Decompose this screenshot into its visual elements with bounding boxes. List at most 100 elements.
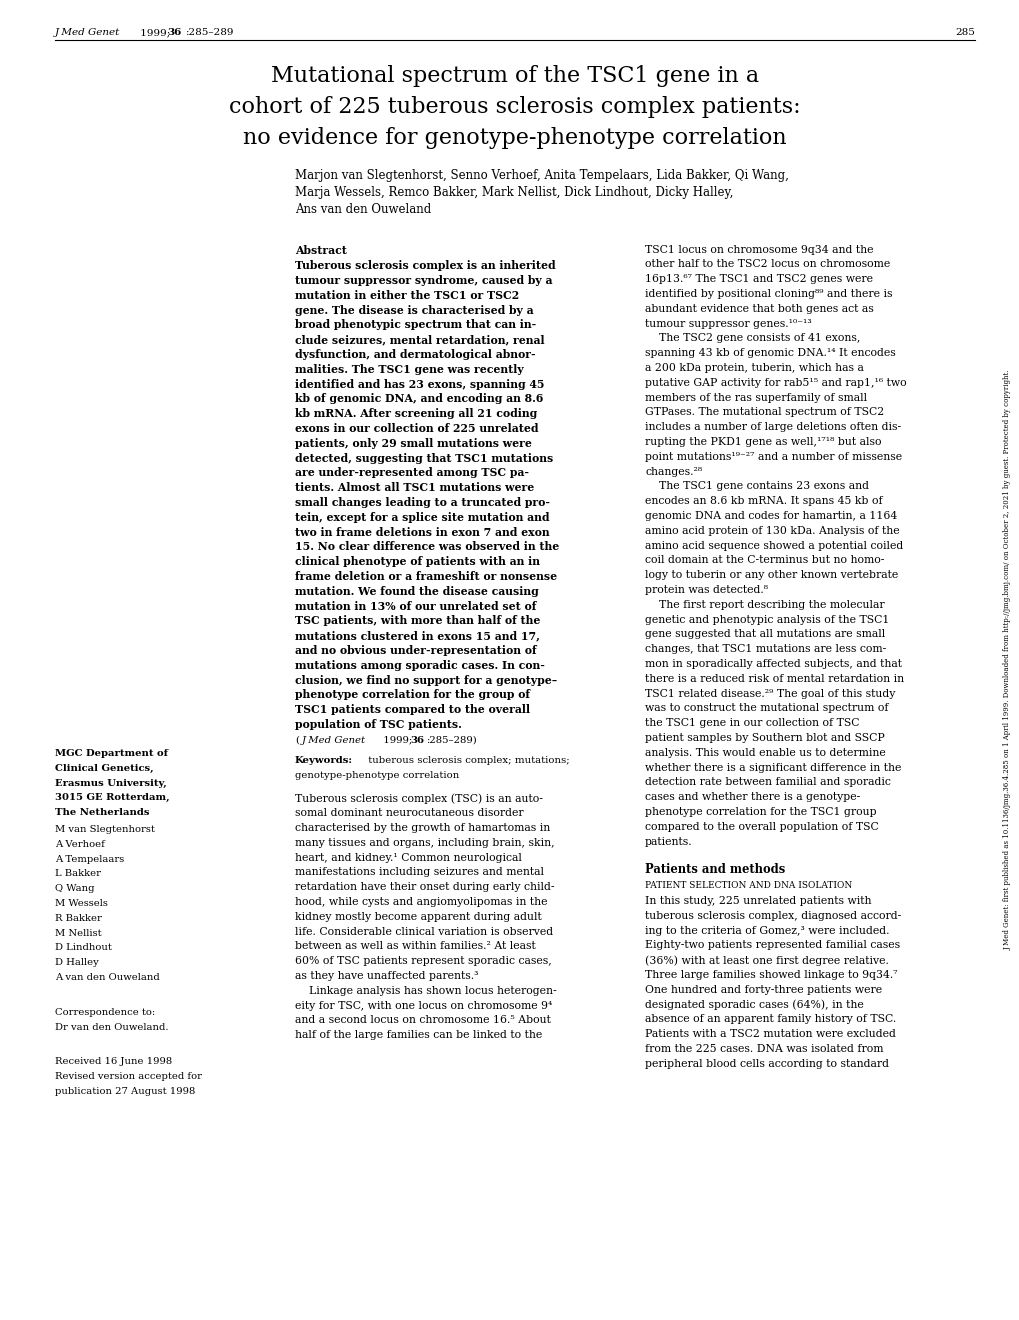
- Text: kb mRNA. After screening all 21 coding: kb mRNA. After screening all 21 coding: [294, 408, 537, 420]
- Text: from the 225 cases. DNA was isolated from: from the 225 cases. DNA was isolated fro…: [644, 1044, 882, 1053]
- Text: kidney mostly become apparent during adult: kidney mostly become apparent during adu…: [294, 912, 541, 921]
- Text: whether there is a significant difference in the: whether there is a significant differenc…: [644, 763, 901, 772]
- Text: Revised version accepted for: Revised version accepted for: [55, 1072, 202, 1081]
- Text: :285–289: :285–289: [185, 28, 234, 37]
- Text: 1999;: 1999;: [380, 735, 412, 744]
- Text: 60% of TSC patients represent sporadic cases,: 60% of TSC patients represent sporadic c…: [294, 956, 551, 966]
- Text: A Verhoef: A Verhoef: [55, 840, 105, 849]
- Text: TSC patients, with more than half of the: TSC patients, with more than half of the: [294, 615, 540, 626]
- Text: In this study, 225 unrelated patients with: In this study, 225 unrelated patients wi…: [644, 896, 870, 906]
- Text: characterised by the growth of hamartomas in: characterised by the growth of hamartoma…: [294, 824, 549, 833]
- Text: The first report describing the molecular: The first report describing the molecula…: [644, 599, 883, 610]
- Text: amino acid protein of 130 kDa. Analysis of the: amino acid protein of 130 kDa. Analysis …: [644, 525, 899, 536]
- Text: detection rate between familial and sporadic: detection rate between familial and spor…: [644, 777, 890, 788]
- Text: designated sporadic cases (64%), in the: designated sporadic cases (64%), in the: [644, 999, 863, 1010]
- Text: 285: 285: [954, 28, 974, 37]
- Text: (36%) with at least one first degree relative.: (36%) with at least one first degree rel…: [644, 956, 888, 966]
- Text: compared to the overall population of TSC: compared to the overall population of TS…: [644, 822, 878, 832]
- Text: L Bakker: L Bakker: [55, 870, 101, 878]
- Text: Correspondence to:: Correspondence to:: [55, 1008, 155, 1016]
- Text: no evidence for genotype-phenotype correlation: no evidence for genotype-phenotype corre…: [243, 127, 786, 149]
- Text: J Med Genet: first published as 10.1136/jmg.36.4.285 on 1 April 1999. Downloaded: J Med Genet: first published as 10.1136/…: [1003, 370, 1011, 950]
- Text: 1999;: 1999;: [137, 28, 170, 37]
- Text: patients.: patients.: [644, 837, 692, 846]
- Text: are under-represented among TSC pa-: are under-represented among TSC pa-: [294, 467, 529, 478]
- Text: Eighty-two patients represented familial cases: Eighty-two patients represented familial…: [644, 940, 899, 950]
- Text: TSC1 locus on chromosome 9q34 and the: TSC1 locus on chromosome 9q34 and the: [644, 244, 872, 255]
- Text: other half to the TSC2 locus on chromosome: other half to the TSC2 locus on chromoso…: [644, 260, 890, 269]
- Text: phenotype correlation for the group of: phenotype correlation for the group of: [294, 689, 530, 701]
- Text: patients, only 29 small mutations were: patients, only 29 small mutations were: [294, 438, 531, 449]
- Text: phenotype correlation for the TSC1 group: phenotype correlation for the TSC1 group: [644, 807, 875, 817]
- Text: Erasmus University,: Erasmus University,: [55, 779, 166, 788]
- Text: kb of genomic DNA, and encoding an 8.6: kb of genomic DNA, and encoding an 8.6: [294, 393, 543, 404]
- Text: includes a number of large deletions often dis-: includes a number of large deletions oft…: [644, 422, 900, 432]
- Text: Tuberous sclerosis complex (TSC) is an auto-: Tuberous sclerosis complex (TSC) is an a…: [294, 793, 542, 804]
- Text: A van den Ouweland: A van den Ouweland: [55, 973, 160, 982]
- Text: TSC1 related disease.²⁹ The goal of this study: TSC1 related disease.²⁹ The goal of this…: [644, 689, 895, 698]
- Text: genetic and phenotypic analysis of the TSC1: genetic and phenotypic analysis of the T…: [644, 615, 889, 624]
- Text: Received 16 June 1998: Received 16 June 1998: [55, 1057, 172, 1067]
- Text: clude seizures, mental retardation, renal: clude seizures, mental retardation, rena…: [294, 334, 544, 345]
- Text: tients. Almost all TSC1 mutations were: tients. Almost all TSC1 mutations were: [294, 482, 534, 494]
- Text: R Bakker: R Bakker: [55, 913, 102, 923]
- Text: M Nellist: M Nellist: [55, 929, 102, 937]
- Text: cases and whether there is a genotype-: cases and whether there is a genotype-: [644, 792, 859, 803]
- Text: eity for TSC, with one locus on chromosome 9⁴: eity for TSC, with one locus on chromoso…: [294, 1001, 551, 1011]
- Text: D Lindhout: D Lindhout: [55, 944, 112, 953]
- Text: life. Considerable clinical variation is observed: life. Considerable clinical variation is…: [294, 927, 552, 937]
- Text: manifestations including seizures and mental: manifestations including seizures and me…: [294, 867, 543, 878]
- Text: hood, while cysts and angiomyolipomas in the: hood, while cysts and angiomyolipomas in…: [294, 898, 547, 907]
- Text: mutations among sporadic cases. In con-: mutations among sporadic cases. In con-: [294, 660, 544, 671]
- Text: tuberous sclerosis complex; mutations;: tuberous sclerosis complex; mutations;: [365, 756, 570, 766]
- Text: tumour suppressor syndrome, caused by a: tumour suppressor syndrome, caused by a: [294, 275, 552, 286]
- Text: putative GAP activity for rab5¹⁵ and rap1,¹⁶ two: putative GAP activity for rab5¹⁵ and rap…: [644, 378, 906, 388]
- Text: coil domain at the C-terminus but no homo-: coil domain at the C-terminus but no hom…: [644, 556, 883, 565]
- Text: Keywords:: Keywords:: [294, 756, 353, 766]
- Text: ing to the criteria of Gomez,³ were included.: ing to the criteria of Gomez,³ were incl…: [644, 925, 889, 936]
- Text: encodes an 8.6 kb mRNA. It spans 45 kb of: encodes an 8.6 kb mRNA. It spans 45 kb o…: [644, 496, 881, 506]
- Text: dysfunction, and dermatological abnor-: dysfunction, and dermatological abnor-: [294, 348, 535, 360]
- Text: tein, except for a splice site mutation and: tein, except for a splice site mutation …: [294, 512, 549, 523]
- Text: patient samples by Southern blot and SSCP: patient samples by Southern blot and SSC…: [644, 733, 883, 743]
- Text: J Med Genet: J Med Genet: [55, 28, 120, 37]
- Text: mutations clustered in exons 15 and 17,: mutations clustered in exons 15 and 17,: [294, 630, 539, 642]
- Text: clinical phenotype of patients with an in: clinical phenotype of patients with an i…: [294, 556, 539, 568]
- Text: Three large families showed linkage to 9q34.⁷: Three large families showed linkage to 9…: [644, 970, 897, 979]
- Text: One hundred and forty-three patients were: One hundred and forty-three patients wer…: [644, 985, 881, 995]
- Text: was to construct the mutational spectrum of: was to construct the mutational spectrum…: [644, 704, 888, 713]
- Text: GTPases. The mutational spectrum of TSC2: GTPases. The mutational spectrum of TSC2: [644, 408, 883, 417]
- Text: members of the ras superfamily of small: members of the ras superfamily of small: [644, 392, 866, 403]
- Text: rupting the PKD1 gene as well,¹⁷¹⁸ but also: rupting the PKD1 gene as well,¹⁷¹⁸ but a…: [644, 437, 880, 447]
- Text: Ans van den Ouweland: Ans van den Ouweland: [294, 202, 431, 215]
- Text: heart, and kidney.¹ Common neurological: heart, and kidney.¹ Common neurological: [294, 853, 522, 863]
- Text: broad phenotypic spectrum that can in-: broad phenotypic spectrum that can in-: [294, 319, 536, 330]
- Text: 36: 36: [410, 735, 424, 744]
- Text: changes, that TSC1 mutations are less com-: changes, that TSC1 mutations are less co…: [644, 644, 886, 655]
- Text: clusion, we find no support for a genotype–: clusion, we find no support for a genoty…: [294, 675, 556, 685]
- Text: identified and has 23 exons, spanning 45: identified and has 23 exons, spanning 45: [294, 379, 544, 389]
- Text: many tissues and organs, including brain, skin,: many tissues and organs, including brain…: [294, 838, 554, 847]
- Text: and a second locus on chromosome 16.⁵ About: and a second locus on chromosome 16.⁵ Ab…: [294, 1015, 550, 1026]
- Text: between as well as within families.² At least: between as well as within families.² At …: [294, 941, 535, 952]
- Text: gene. The disease is characterised by a: gene. The disease is characterised by a: [294, 305, 533, 315]
- Text: peripheral blood cells according to standard: peripheral blood cells according to stan…: [644, 1059, 889, 1069]
- Text: protein was detected.⁸: protein was detected.⁸: [644, 585, 767, 595]
- Text: somal dominant neurocutaneous disorder: somal dominant neurocutaneous disorder: [294, 808, 523, 818]
- Text: The Netherlands: The Netherlands: [55, 808, 150, 817]
- Text: A Tempelaars: A Tempelaars: [55, 854, 124, 863]
- Text: mutation. We found the disease causing: mutation. We found the disease causing: [294, 586, 538, 597]
- Text: frame deletion or a frameshift or nonsense: frame deletion or a frameshift or nonsen…: [294, 572, 556, 582]
- Text: tuberous sclerosis complex, diagnosed accord-: tuberous sclerosis complex, diagnosed ac…: [644, 911, 901, 921]
- Text: amino acid sequence showed a potential coiled: amino acid sequence showed a potential c…: [644, 541, 903, 550]
- Text: changes.²⁸: changes.²⁸: [644, 466, 701, 477]
- Text: publication 27 August 1998: publication 27 August 1998: [55, 1088, 196, 1096]
- Text: absence of an apparent family history of TSC.: absence of an apparent family history of…: [644, 1014, 896, 1024]
- Text: small changes leading to a truncated pro-: small changes leading to a truncated pro…: [294, 496, 549, 508]
- Text: Linkage analysis has shown locus heterogen-: Linkage analysis has shown locus heterog…: [294, 986, 556, 995]
- Text: mon in sporadically affected subjects, and that: mon in sporadically affected subjects, a…: [644, 659, 901, 669]
- Text: 3015 GE Rotterdam,: 3015 GE Rotterdam,: [55, 793, 169, 803]
- Text: mutation in either the TSC1 or TSC2: mutation in either the TSC1 or TSC2: [294, 290, 519, 301]
- Text: spanning 43 kb of genomic DNA.¹⁴ It encodes: spanning 43 kb of genomic DNA.¹⁴ It enco…: [644, 348, 895, 358]
- Text: population of TSC patients.: population of TSC patients.: [294, 719, 462, 730]
